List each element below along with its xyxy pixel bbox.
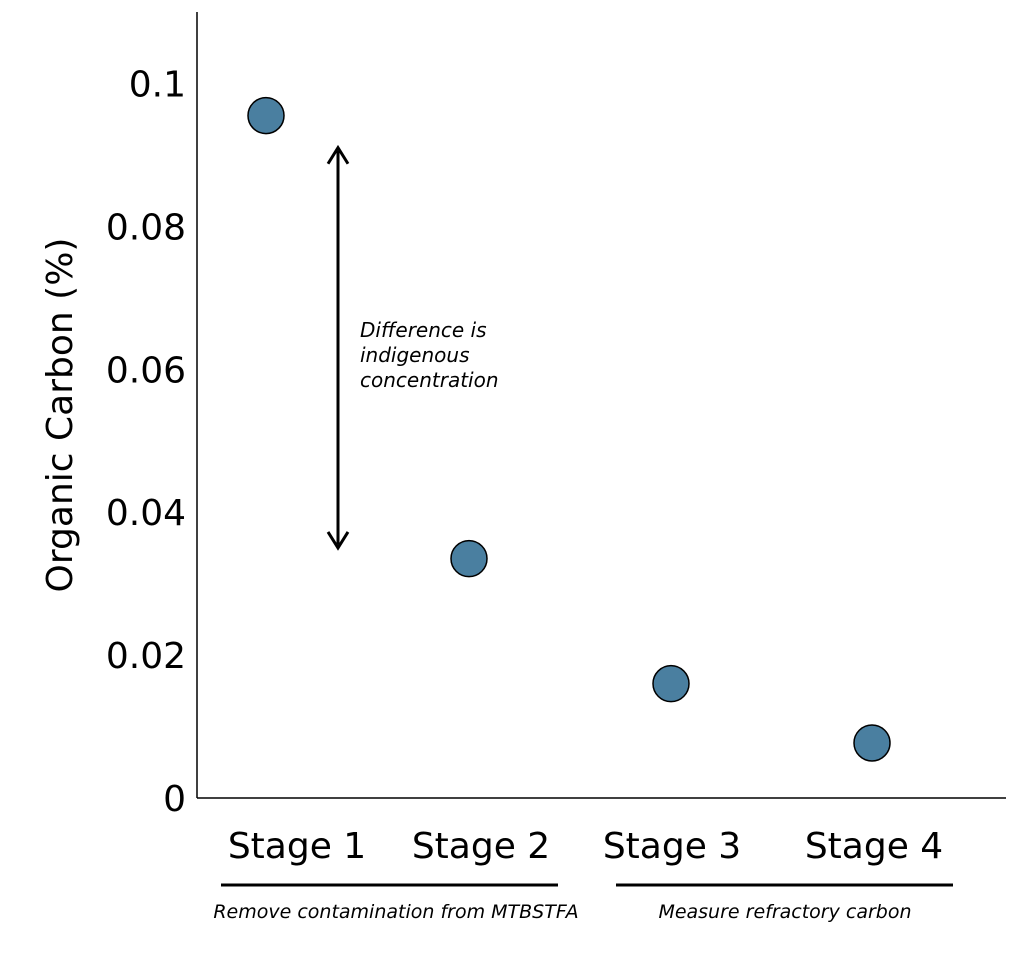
y-tick-labels: 0 0.02 0.04 0.06 0.08 0.1 <box>106 64 186 820</box>
data-point <box>450 539 488 578</box>
annotation-line: concentration <box>360 368 499 392</box>
annotation-line: Difference is <box>360 318 487 342</box>
stage-groups: Remove contamination from MTBSTFA Measure… <box>213 883 953 923</box>
y-tick-label: 0 <box>163 779 186 820</box>
y-axis-label: Organic Carbon (%) <box>40 238 81 593</box>
data-point <box>247 96 285 135</box>
group-label: Remove contamination from MTBSTFA <box>213 901 578 923</box>
y-tick-label: 0.1 <box>129 64 186 105</box>
y-tick-label: 0.08 <box>106 207 186 248</box>
x-tick-label: Stage 3 <box>603 826 741 867</box>
difference-arrow <box>326 144 350 551</box>
y-tick-label: 0.06 <box>106 350 186 391</box>
arrow-head-up-icon <box>326 144 350 165</box>
y-tick-label: 0.04 <box>106 493 186 534</box>
x-tick-label: Stage 1 <box>228 826 366 867</box>
x-tick-label: Stage 4 <box>805 826 943 867</box>
data-point <box>652 664 690 703</box>
group-label: Measure refractory carbon <box>658 901 911 923</box>
axes <box>196 12 1006 799</box>
data-points <box>247 96 891 762</box>
x-tick-label: Stage 2 <box>412 826 550 867</box>
annotation-line: indigenous <box>360 343 470 367</box>
arrow-head-down-icon <box>326 531 350 551</box>
difference-annotation: Difference is indigenous concentration <box>360 318 499 392</box>
data-point <box>853 724 891 762</box>
y-tick-label: 0.02 <box>106 636 186 677</box>
x-tick-labels: Stage 1 Stage 2 Stage 3 Stage 4 <box>228 826 943 867</box>
